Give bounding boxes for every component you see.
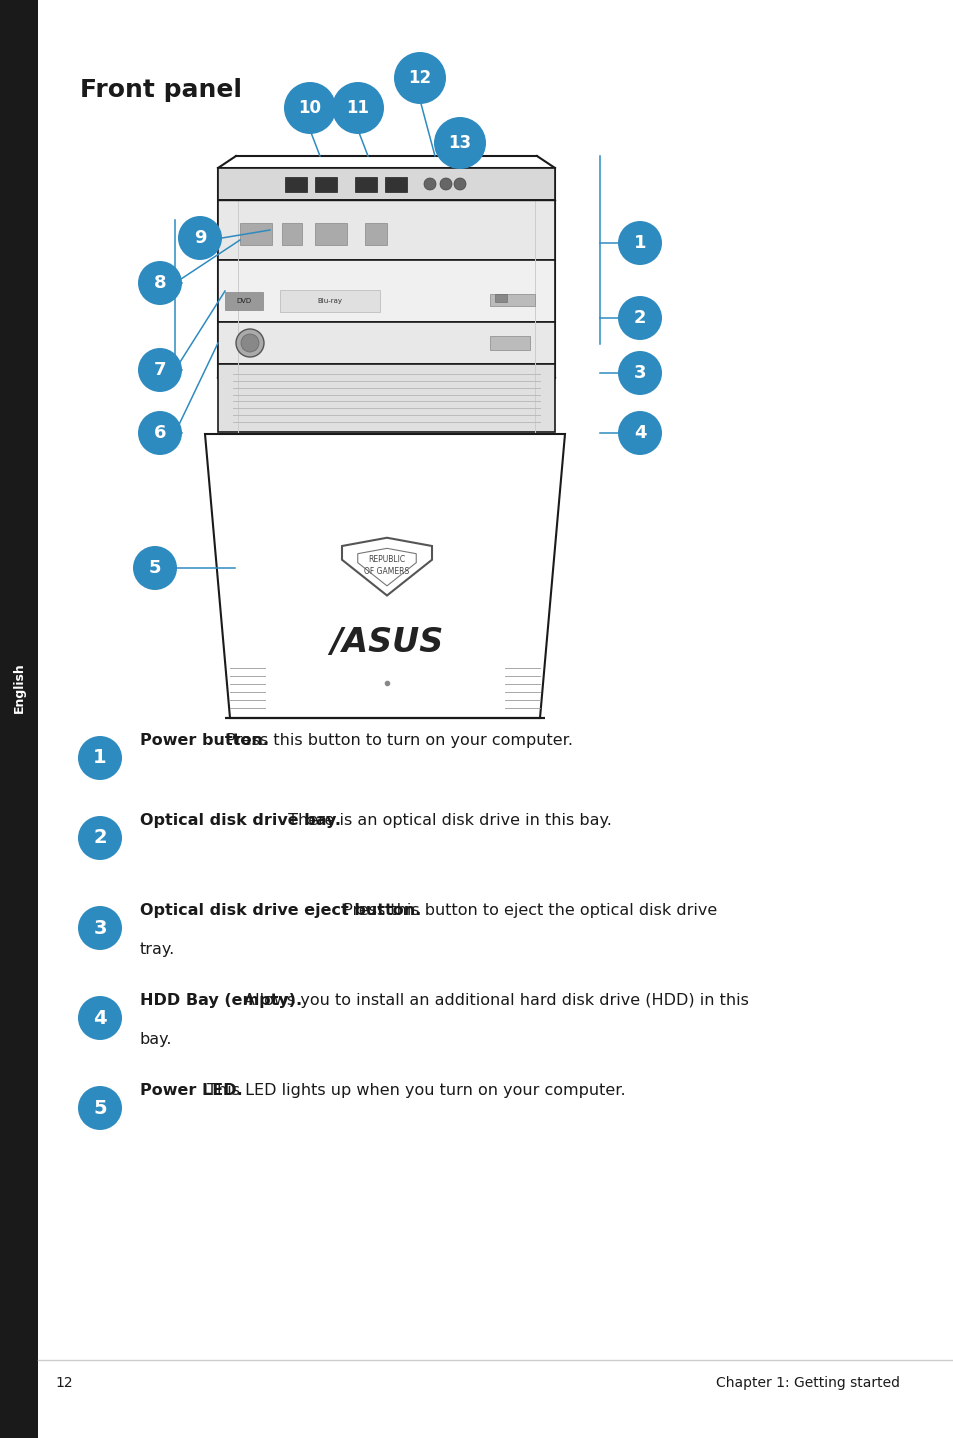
Text: Power button.: Power button.	[140, 733, 269, 748]
Bar	[218, 200, 555, 260]
Bar	[490, 293, 535, 306]
Bar	[218, 260, 555, 322]
Text: HDD Bay (empty).: HDD Bay (empty).	[140, 994, 302, 1008]
Text: bay.: bay.	[140, 1032, 172, 1047]
Circle shape	[78, 736, 122, 779]
Bar	[225, 292, 263, 311]
Text: 2: 2	[93, 828, 107, 847]
Circle shape	[138, 348, 182, 393]
Text: 12: 12	[55, 1376, 72, 1391]
Text: Press this button to eject the optical disk drive: Press this button to eject the optical d…	[338, 903, 717, 917]
Circle shape	[618, 296, 661, 339]
Text: 1: 1	[633, 234, 645, 252]
Text: 3: 3	[633, 364, 645, 383]
Circle shape	[454, 178, 465, 190]
Text: 2: 2	[633, 309, 645, 326]
Text: 1: 1	[93, 749, 107, 768]
Text: This LED lights up when you turn on your computer.: This LED lights up when you turn on your…	[202, 1083, 625, 1099]
Text: 13: 13	[448, 134, 471, 152]
Text: 9: 9	[193, 229, 206, 247]
Text: 5: 5	[149, 559, 161, 577]
Text: Chapter 1: Getting started: Chapter 1: Getting started	[716, 1376, 899, 1391]
Text: /ASUS: /ASUS	[330, 627, 443, 660]
Text: 6: 6	[153, 424, 166, 441]
Circle shape	[78, 1086, 122, 1130]
Circle shape	[78, 997, 122, 1040]
Circle shape	[439, 178, 452, 190]
Circle shape	[284, 82, 335, 134]
Circle shape	[423, 178, 436, 190]
Circle shape	[132, 546, 177, 590]
Bar	[282, 223, 302, 244]
Bar	[240, 223, 272, 244]
Bar	[314, 223, 347, 244]
Text: DVD: DVD	[236, 298, 252, 303]
Bar	[495, 293, 506, 302]
Bar	[280, 290, 379, 312]
Text: Optical disk drive bay.: Optical disk drive bay.	[140, 812, 340, 828]
Text: There is an optical disk drive in this bay.: There is an optical disk drive in this b…	[282, 812, 611, 828]
Text: Optical disk drive eject button.: Optical disk drive eject button.	[140, 903, 421, 917]
Circle shape	[138, 262, 182, 305]
Bar	[314, 177, 336, 193]
Circle shape	[618, 411, 661, 454]
Bar	[218, 364, 555, 431]
Circle shape	[618, 351, 661, 395]
Bar	[365, 223, 387, 244]
Circle shape	[138, 411, 182, 454]
Text: 7: 7	[153, 361, 166, 380]
Text: English: English	[12, 663, 26, 713]
Bar	[0, 0, 38, 1438]
Circle shape	[78, 906, 122, 951]
Text: 4: 4	[93, 1008, 107, 1028]
Circle shape	[178, 216, 222, 260]
Bar	[355, 177, 376, 193]
Text: Allows you to install an additional hard disk drive (HDD) in this: Allows you to install an additional hard…	[239, 994, 748, 1008]
Text: tray.: tray.	[140, 942, 175, 958]
Text: 11: 11	[346, 99, 369, 116]
Bar	[490, 336, 530, 349]
Circle shape	[618, 221, 661, 265]
Text: 5: 5	[93, 1099, 107, 1117]
Bar	[285, 177, 307, 193]
Text: OF GAMERS: OF GAMERS	[364, 568, 409, 577]
Circle shape	[78, 815, 122, 860]
Circle shape	[241, 334, 258, 352]
Text: 8: 8	[153, 275, 166, 292]
Bar	[385, 177, 407, 193]
Text: 10: 10	[298, 99, 321, 116]
Bar	[218, 322, 555, 364]
Text: Front panel: Front panel	[80, 78, 242, 102]
Text: Power LED.: Power LED.	[140, 1083, 242, 1099]
Text: Press this button to turn on your computer.: Press this button to turn on your comput…	[220, 733, 572, 748]
Bar	[218, 168, 555, 200]
Circle shape	[332, 82, 384, 134]
Text: 12: 12	[408, 69, 431, 88]
Circle shape	[235, 329, 264, 357]
Circle shape	[394, 52, 446, 104]
Text: 3: 3	[93, 919, 107, 938]
Text: REPUBLIC: REPUBLIC	[368, 555, 405, 565]
Circle shape	[434, 116, 485, 170]
Text: Blu-ray: Blu-ray	[317, 298, 342, 303]
Text: 4: 4	[633, 424, 645, 441]
Polygon shape	[206, 434, 563, 718]
